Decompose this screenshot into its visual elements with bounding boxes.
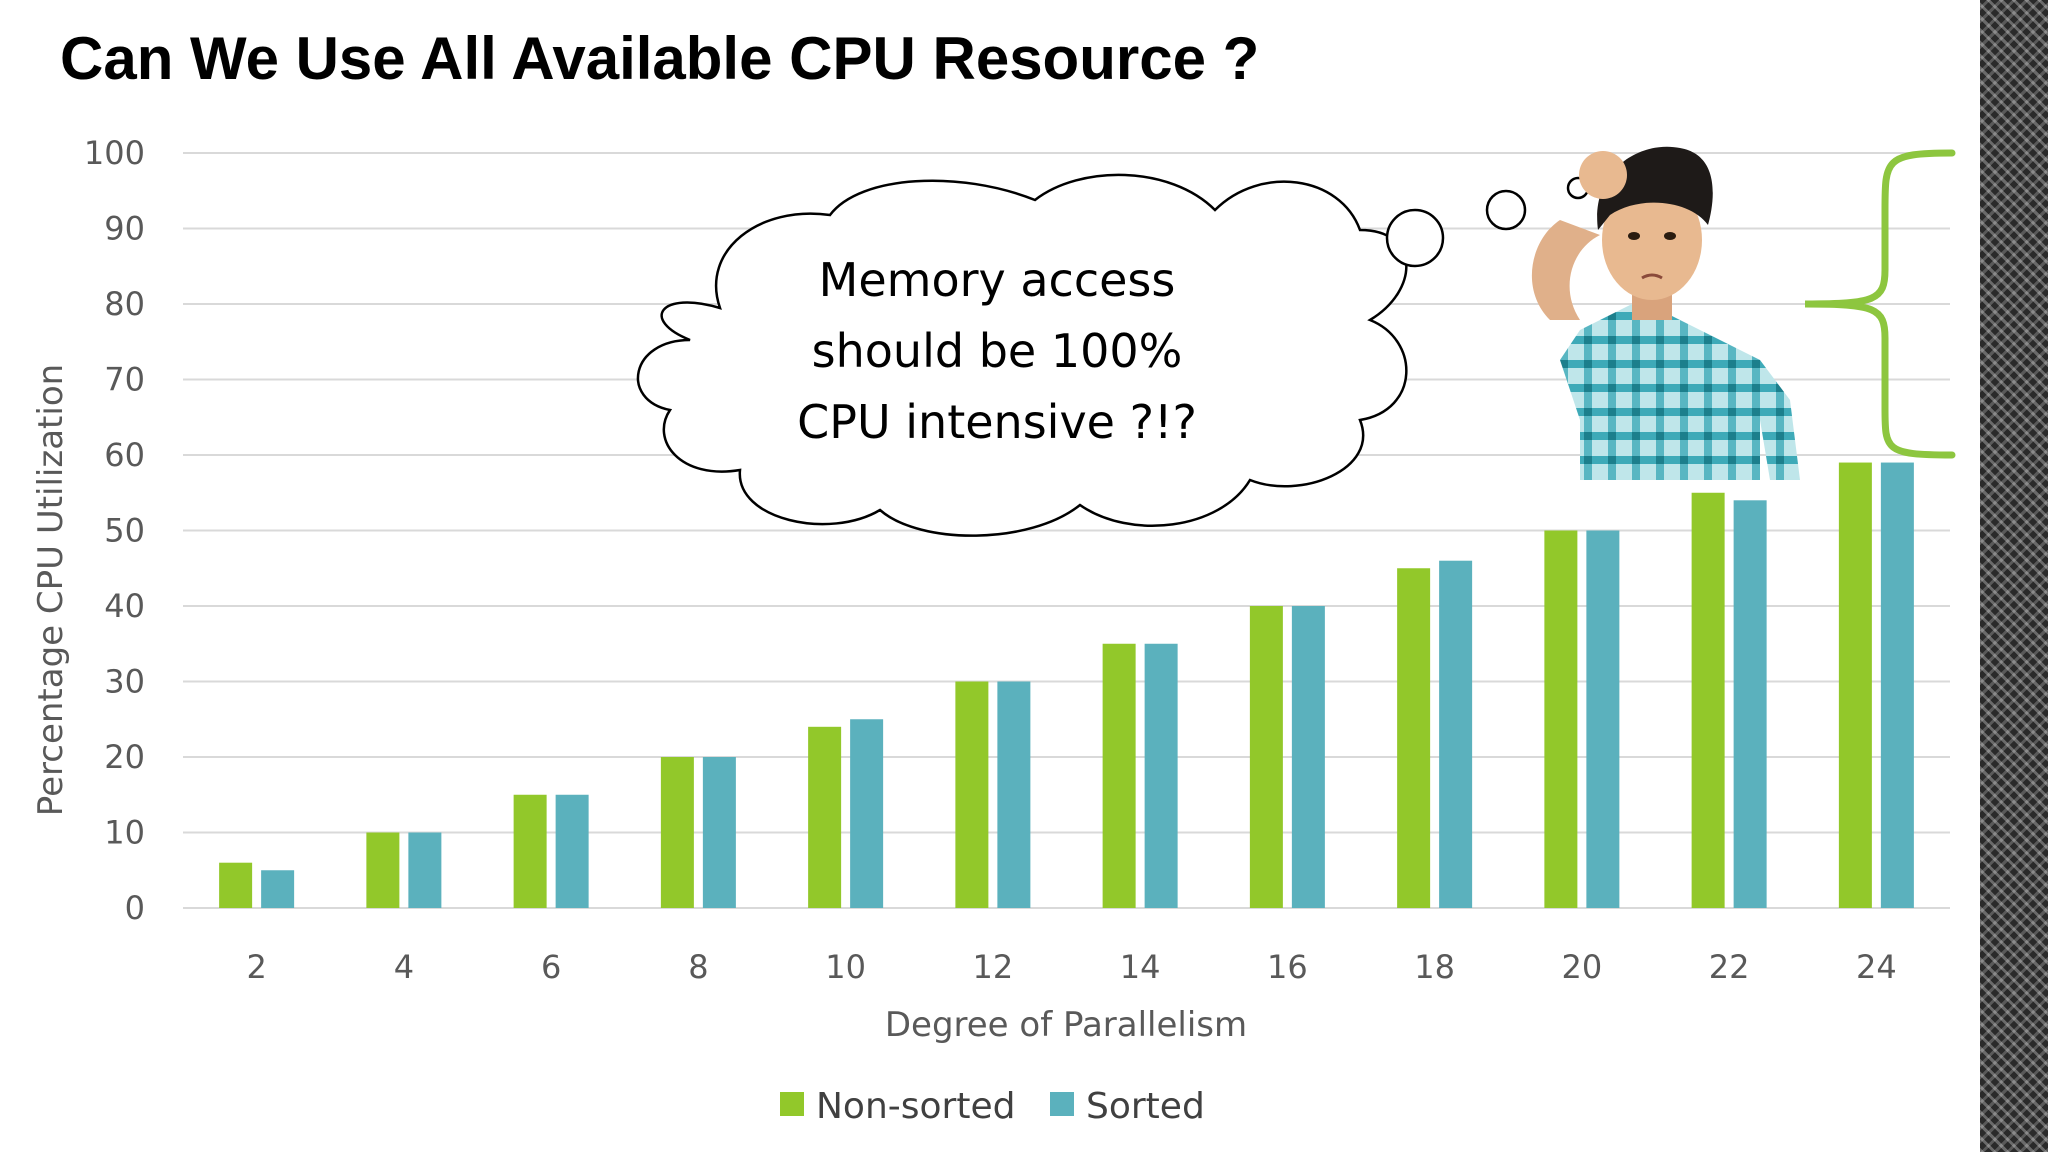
y-axis-ticks: 0 10 20 30 40 50 60 70 80 90 100 — [84, 134, 145, 927]
decorative-pattern-strip — [1980, 0, 2048, 1152]
legend-swatch-1 — [1050, 1092, 1074, 1116]
x-tick-label: 16 — [1267, 948, 1308, 986]
bar-non-sorted-10 — [808, 726, 842, 908]
x-axis-ticks: 2 4 6 8 10 12 14 16 18 20 22 24 — [246, 948, 1896, 986]
legend-label-0: Non-sorted — [816, 1086, 1015, 1127]
y-tick-label: 100 — [84, 134, 145, 172]
x-tick-label: 22 — [1709, 948, 1750, 986]
y-tick-label: 40 — [104, 587, 145, 625]
bar-sorted-6 — [555, 794, 589, 908]
bar-sorted-18 — [1439, 560, 1473, 908]
bar-non-sorted-2 — [219, 862, 253, 908]
y-tick-label: 20 — [104, 738, 145, 776]
y-tick-label: 70 — [104, 361, 145, 399]
thought-dot-large — [1385, 208, 1445, 268]
bar-sorted-12 — [997, 681, 1031, 908]
bar-sorted-16 — [1291, 606, 1325, 908]
x-tick-label: 24 — [1856, 948, 1897, 986]
x-axis-label: Degree of Parallelism — [885, 1005, 1247, 1045]
thought-line-1: Memory access — [819, 253, 1176, 307]
y-tick-label: 80 — [104, 285, 145, 323]
bar-sorted-20 — [1586, 530, 1620, 908]
thought-line-2: should be 100% — [812, 324, 1183, 378]
boy-eye-right — [1664, 232, 1676, 240]
bar-sorted-4 — [408, 832, 442, 908]
bar-non-sorted-6 — [513, 794, 547, 908]
boy-shirt — [1560, 300, 1800, 480]
bar-non-sorted-4 — [366, 832, 400, 908]
confused-boy-image — [1531, 146, 1800, 480]
y-tick-label: 90 — [104, 210, 145, 248]
y-tick-label: 50 — [104, 512, 145, 550]
green-brace-icon — [1804, 149, 1956, 459]
bar-non-sorted-18 — [1397, 568, 1431, 908]
legend: Non-sorted Sorted — [780, 1086, 1205, 1127]
legend-label-1: Sorted — [1086, 1086, 1205, 1127]
x-tick-label: 14 — [1120, 948, 1161, 986]
bars — [219, 462, 1914, 908]
thought-dot-medium — [1485, 189, 1527, 231]
bar-sorted-22 — [1733, 500, 1767, 908]
bar-sorted-2 — [261, 870, 295, 908]
boy-hand — [1579, 151, 1627, 199]
y-tick-label: 0 — [125, 889, 145, 927]
boy-eye-left — [1628, 232, 1640, 240]
bar-sorted-24 — [1880, 462, 1914, 908]
thought-cloud-shape — [636, 173, 1408, 537]
bar-sorted-10 — [850, 719, 884, 908]
boy-hair — [1597, 146, 1713, 230]
x-tick-label: 10 — [825, 948, 866, 986]
y-tick-label: 30 — [104, 663, 145, 701]
boy-arm — [1531, 220, 1600, 320]
boy-face — [1602, 180, 1702, 300]
x-tick-label: 2 — [246, 948, 266, 986]
bar-non-sorted-14 — [1102, 643, 1136, 908]
bar-non-sorted-16 — [1249, 606, 1283, 908]
boy-mouth — [1641, 273, 1663, 280]
y-tick-label: 60 — [104, 436, 145, 474]
bar-non-sorted-12 — [955, 681, 989, 908]
y-axis-label: Percentage CPU Utilization — [31, 364, 71, 816]
bar-non-sorted-8 — [660, 757, 694, 908]
x-tick-label: 6 — [541, 948, 561, 986]
bar-non-sorted-20 — [1544, 530, 1578, 908]
bar-sorted-14 — [1144, 643, 1178, 908]
x-tick-label: 18 — [1414, 948, 1455, 986]
y-tick-label: 10 — [104, 814, 145, 852]
bar-sorted-8 — [702, 757, 736, 908]
bar-non-sorted-22 — [1691, 492, 1725, 908]
legend-swatch-0 — [780, 1092, 804, 1116]
thought-line-3: CPU intensive ?!? — [797, 395, 1197, 449]
x-tick-label: 8 — [688, 948, 708, 986]
x-tick-label: 4 — [394, 948, 414, 986]
x-tick-label: 20 — [1562, 948, 1603, 986]
x-tick-label: 12 — [973, 948, 1014, 986]
bar-non-sorted-24 — [1838, 462, 1872, 908]
thought-cloud: Memory access should be 100% CPU intensi… — [636, 173, 1590, 537]
slide-title: Can We Use All Available CPU Resource ? — [60, 25, 1260, 92]
